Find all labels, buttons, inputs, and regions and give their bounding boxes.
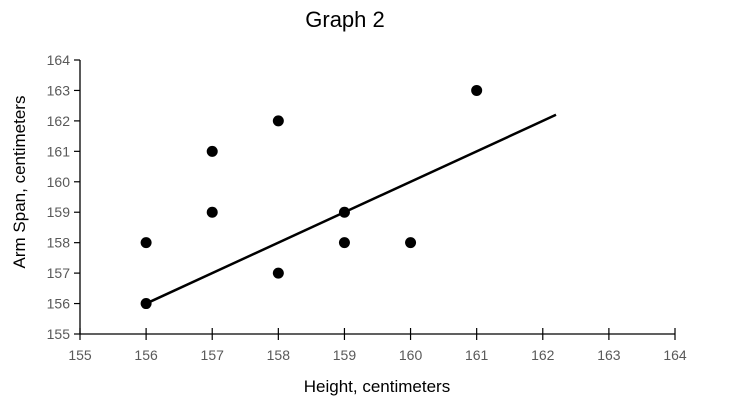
data-point — [206, 145, 218, 157]
y-tick-label: 161 — [47, 143, 71, 159]
x-tick-label: 161 — [465, 347, 489, 363]
x-tick-label: 159 — [333, 347, 357, 363]
y-tick-label: 159 — [47, 204, 71, 220]
data-point — [272, 267, 284, 279]
data-point — [338, 206, 350, 218]
y-tick-label: 156 — [47, 296, 71, 312]
x-tick-label: 164 — [663, 347, 687, 363]
data-point — [338, 237, 350, 249]
y-tick-label: 164 — [47, 52, 71, 68]
y-tick-label: 158 — [47, 235, 71, 251]
x-axis-title: Height, centimeters — [304, 377, 450, 396]
trend-line-group — [145, 113, 557, 305]
x-tick-label: 163 — [597, 347, 621, 363]
trend-line — [145, 113, 557, 305]
data-points — [140, 84, 483, 310]
data-point — [206, 206, 218, 218]
y-tick-label: 157 — [47, 265, 71, 281]
x-tick-label: 158 — [267, 347, 291, 363]
chart-title: Graph 2 — [305, 7, 385, 32]
y-tick-label: 160 — [47, 174, 71, 190]
x-tick-label: 160 — [399, 347, 423, 363]
y-axis-title: Arm Span, centimeters — [10, 96, 29, 269]
y-tick-label: 155 — [47, 326, 71, 342]
y-tick-label: 163 — [47, 82, 71, 98]
data-point — [140, 298, 152, 310]
x-tick-label: 155 — [68, 347, 92, 363]
data-point — [471, 84, 483, 96]
axes: 155 156 157 158 159 160 161 162 163 164 155 156 157 1… — [47, 52, 687, 363]
x-tick-label: 162 — [531, 347, 555, 363]
data-point — [140, 237, 152, 249]
x-tick-label: 156 — [134, 347, 158, 363]
data-point — [405, 237, 417, 249]
x-tick-label: 157 — [201, 347, 225, 363]
y-tick-label: 162 — [47, 113, 71, 129]
data-point — [272, 115, 284, 127]
